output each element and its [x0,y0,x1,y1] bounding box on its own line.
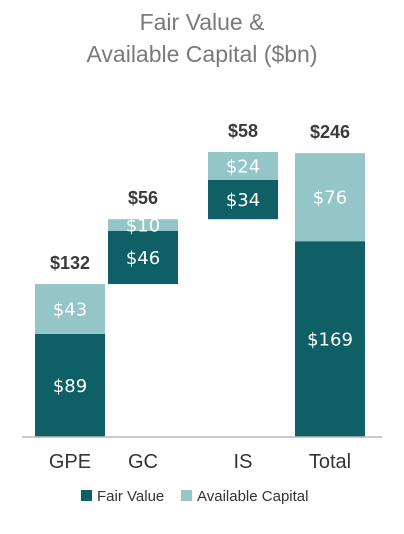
bar-gc-available-capital [108,219,178,231]
bar-gpe-available-capital [35,284,105,334]
legend-label-fair-value: Fair Value [97,488,164,505]
x-tick-label-total: Total [309,451,351,473]
chart-title-line-2: Available Capital ($bn) [87,41,318,67]
x-tick-label-gpe: GPE [49,451,91,473]
chart-title-line-1: Fair Value & [140,9,265,35]
data-label-total-fair-value: $169 [307,330,353,351]
legend: Fair Value Available Capital [81,488,308,505]
x-axis-labels: GPE GC IS Total [49,451,351,473]
x-tick-label-gc: GC [128,451,158,473]
data-label-gpe-available-capital: $43 [53,299,87,320]
bar-gc-fair-value [108,230,178,285]
bar-is-available-capital [208,152,278,180]
data-label-total-available-capital: $76 [313,188,347,209]
bar-total-available-capital [295,153,365,242]
legend-label-available-capital: Available Capital [197,488,308,505]
x-tick-label-is: IS [234,451,253,473]
data-label-gpe-fair-value: $89 [53,376,87,397]
legend-swatch-fair-value [81,490,92,501]
legend-swatch-available-capital [181,490,192,501]
total-label-gpe: $132 [50,253,90,273]
total-label-is: $58 [228,121,258,141]
data-label-gc-available-capital: $10 [126,215,160,236]
total-label-total: $246 [310,122,350,142]
data-label-is-available-capital: $24 [226,156,260,177]
data-label-is-fair-value: $34 [226,190,260,211]
bars-group: $89 $43 $132 $46 $10 $56 $34 $24 $58 $169 $76 $246 [35,121,365,437]
bar-gpe-fair-value [35,333,105,437]
bar-is-fair-value [208,179,278,220]
data-label-gc-fair-value: $46 [126,248,160,269]
total-label-gc: $56 [128,188,158,208]
bar-total-fair-value [295,241,365,437]
